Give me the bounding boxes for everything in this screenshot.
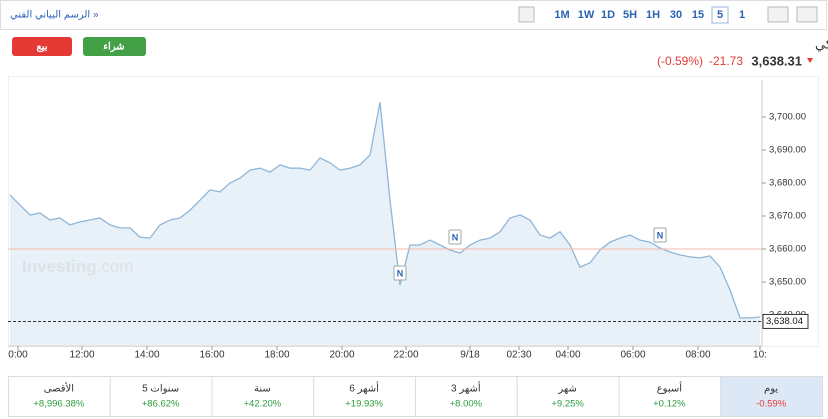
perf-cell[interactable] (211, 376, 315, 417)
perf-cell[interactable] (109, 376, 213, 417)
news-marker-label[interactable]: N (397, 268, 404, 278)
perf-value: +8.00% (450, 399, 483, 410)
perf-value: +8,996.38% (33, 399, 85, 410)
news-marker[interactable] (653, 227, 667, 243)
news-marker-label[interactable]: N (657, 230, 664, 240)
y-tick-label: 3,700.00 (769, 112, 806, 123)
timeframe[interactable]: 1W (578, 9, 595, 21)
area (10, 102, 760, 345)
perf-cell[interactable] (415, 376, 518, 417)
x-tick-label: 0:00 (8, 350, 28, 361)
last-price-box (762, 313, 809, 329)
perf-cell[interactable] (618, 376, 722, 417)
y-tick-label: 3,650.00 (769, 277, 806, 288)
perf-cell[interactable] (516, 376, 620, 417)
sell-label[interactable]: بيع (36, 42, 47, 53)
perf-value: +86.62% (142, 399, 180, 410)
x-tick-label: 06:00 (620, 350, 645, 361)
perf-period: سنة (254, 384, 271, 395)
timeframe[interactable]: 15 (692, 9, 704, 21)
chart-link[interactable]: الرسم البياني الفني » (10, 10, 99, 21)
timeframe[interactable]: 5H (623, 9, 637, 21)
y-tick-label: 3,680.00 (769, 178, 806, 189)
perf-period: 5 سنوات (142, 384, 179, 395)
timeframe[interactable]: 30 (670, 9, 682, 21)
perf-value: +42.20% (243, 399, 281, 410)
buy-label[interactable]: شراء (103, 42, 124, 53)
y-tick-label: 3,660.00 (769, 244, 806, 255)
perf-period: أسبوع (657, 382, 683, 395)
perf-value: +9.25% (551, 399, 584, 410)
perf-period: شهر (557, 384, 577, 395)
sell-button[interactable] (12, 37, 72, 56)
change-pct: (-0.59%) (657, 54, 703, 68)
perf-period: 6 أشهر (349, 382, 379, 395)
x-tick-label: 18:00 (264, 350, 289, 361)
instrument-title: XAU/USD - العقود الفورية للذهب دولار أمر… (815, 35, 828, 52)
chart-type-icon[interactable] (767, 6, 789, 23)
x-tick-label: 10: (753, 350, 767, 361)
news-marker[interactable] (393, 265, 407, 281)
x-tick-label: 12:00 (69, 350, 94, 361)
timeframe[interactable]: 1M (554, 9, 569, 21)
x-tick-label: 9/18 (460, 350, 480, 361)
timeframe[interactable]: 5 (717, 9, 723, 21)
buy-button[interactable] (83, 37, 146, 56)
x-tick-label: 16:00 (199, 350, 224, 361)
x-tick-label: 20:00 (329, 350, 354, 361)
change: -21.73 (709, 54, 743, 68)
timeframe[interactable]: 1H (646, 9, 660, 21)
price: 3,638.31 (751, 53, 802, 68)
perf-cell[interactable] (8, 376, 111, 417)
toolbar (0, 0, 827, 30)
news-marker[interactable] (448, 229, 462, 245)
timeframe[interactable]: 1D (601, 9, 615, 21)
down-arrow (807, 58, 813, 63)
y-tick-label: 3,670.00 (769, 211, 806, 222)
timeframe-selected (711, 6, 729, 24)
perf-period: 3 أشهر (451, 382, 481, 395)
perf-period: الأقصى (44, 383, 74, 395)
perf-value: +0.12% (653, 399, 686, 410)
x-tick-label: 22:00 (393, 350, 418, 361)
x-tick-label: 02:30 (506, 350, 531, 361)
perf-cell[interactable] (720, 376, 823, 417)
y-tick-label: 3,690.00 (769, 145, 806, 156)
perf-value: -0.59% (756, 399, 787, 410)
x-tick-label: 04:00 (555, 350, 580, 361)
last-price-label: 3,638.04 (766, 316, 803, 327)
perf-value: +19.93% (345, 399, 383, 410)
x-tick-label: 08:00 (685, 350, 710, 361)
timeframe[interactable]: 1 (739, 9, 745, 21)
chart-type-icon[interactable] (518, 6, 535, 23)
perf-cell[interactable] (313, 376, 416, 417)
chart-type-icon[interactable] (796, 6, 818, 23)
perf-period: يوم (764, 384, 778, 395)
news-marker-label[interactable]: N (452, 232, 459, 242)
price-line (9, 102, 761, 319)
x-tick-label: 14:00 (134, 350, 159, 361)
